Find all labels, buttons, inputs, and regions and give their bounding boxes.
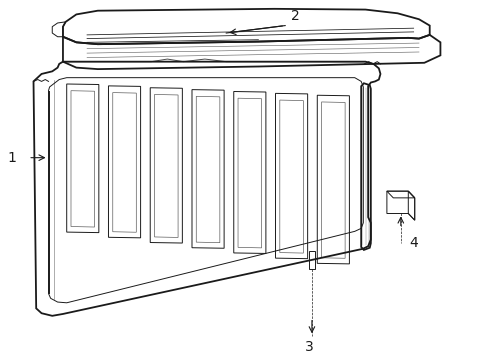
Text: 4: 4 — [409, 236, 418, 250]
Text: 1: 1 — [8, 151, 17, 165]
Text: 3: 3 — [305, 341, 314, 355]
Text: 2: 2 — [292, 9, 300, 23]
